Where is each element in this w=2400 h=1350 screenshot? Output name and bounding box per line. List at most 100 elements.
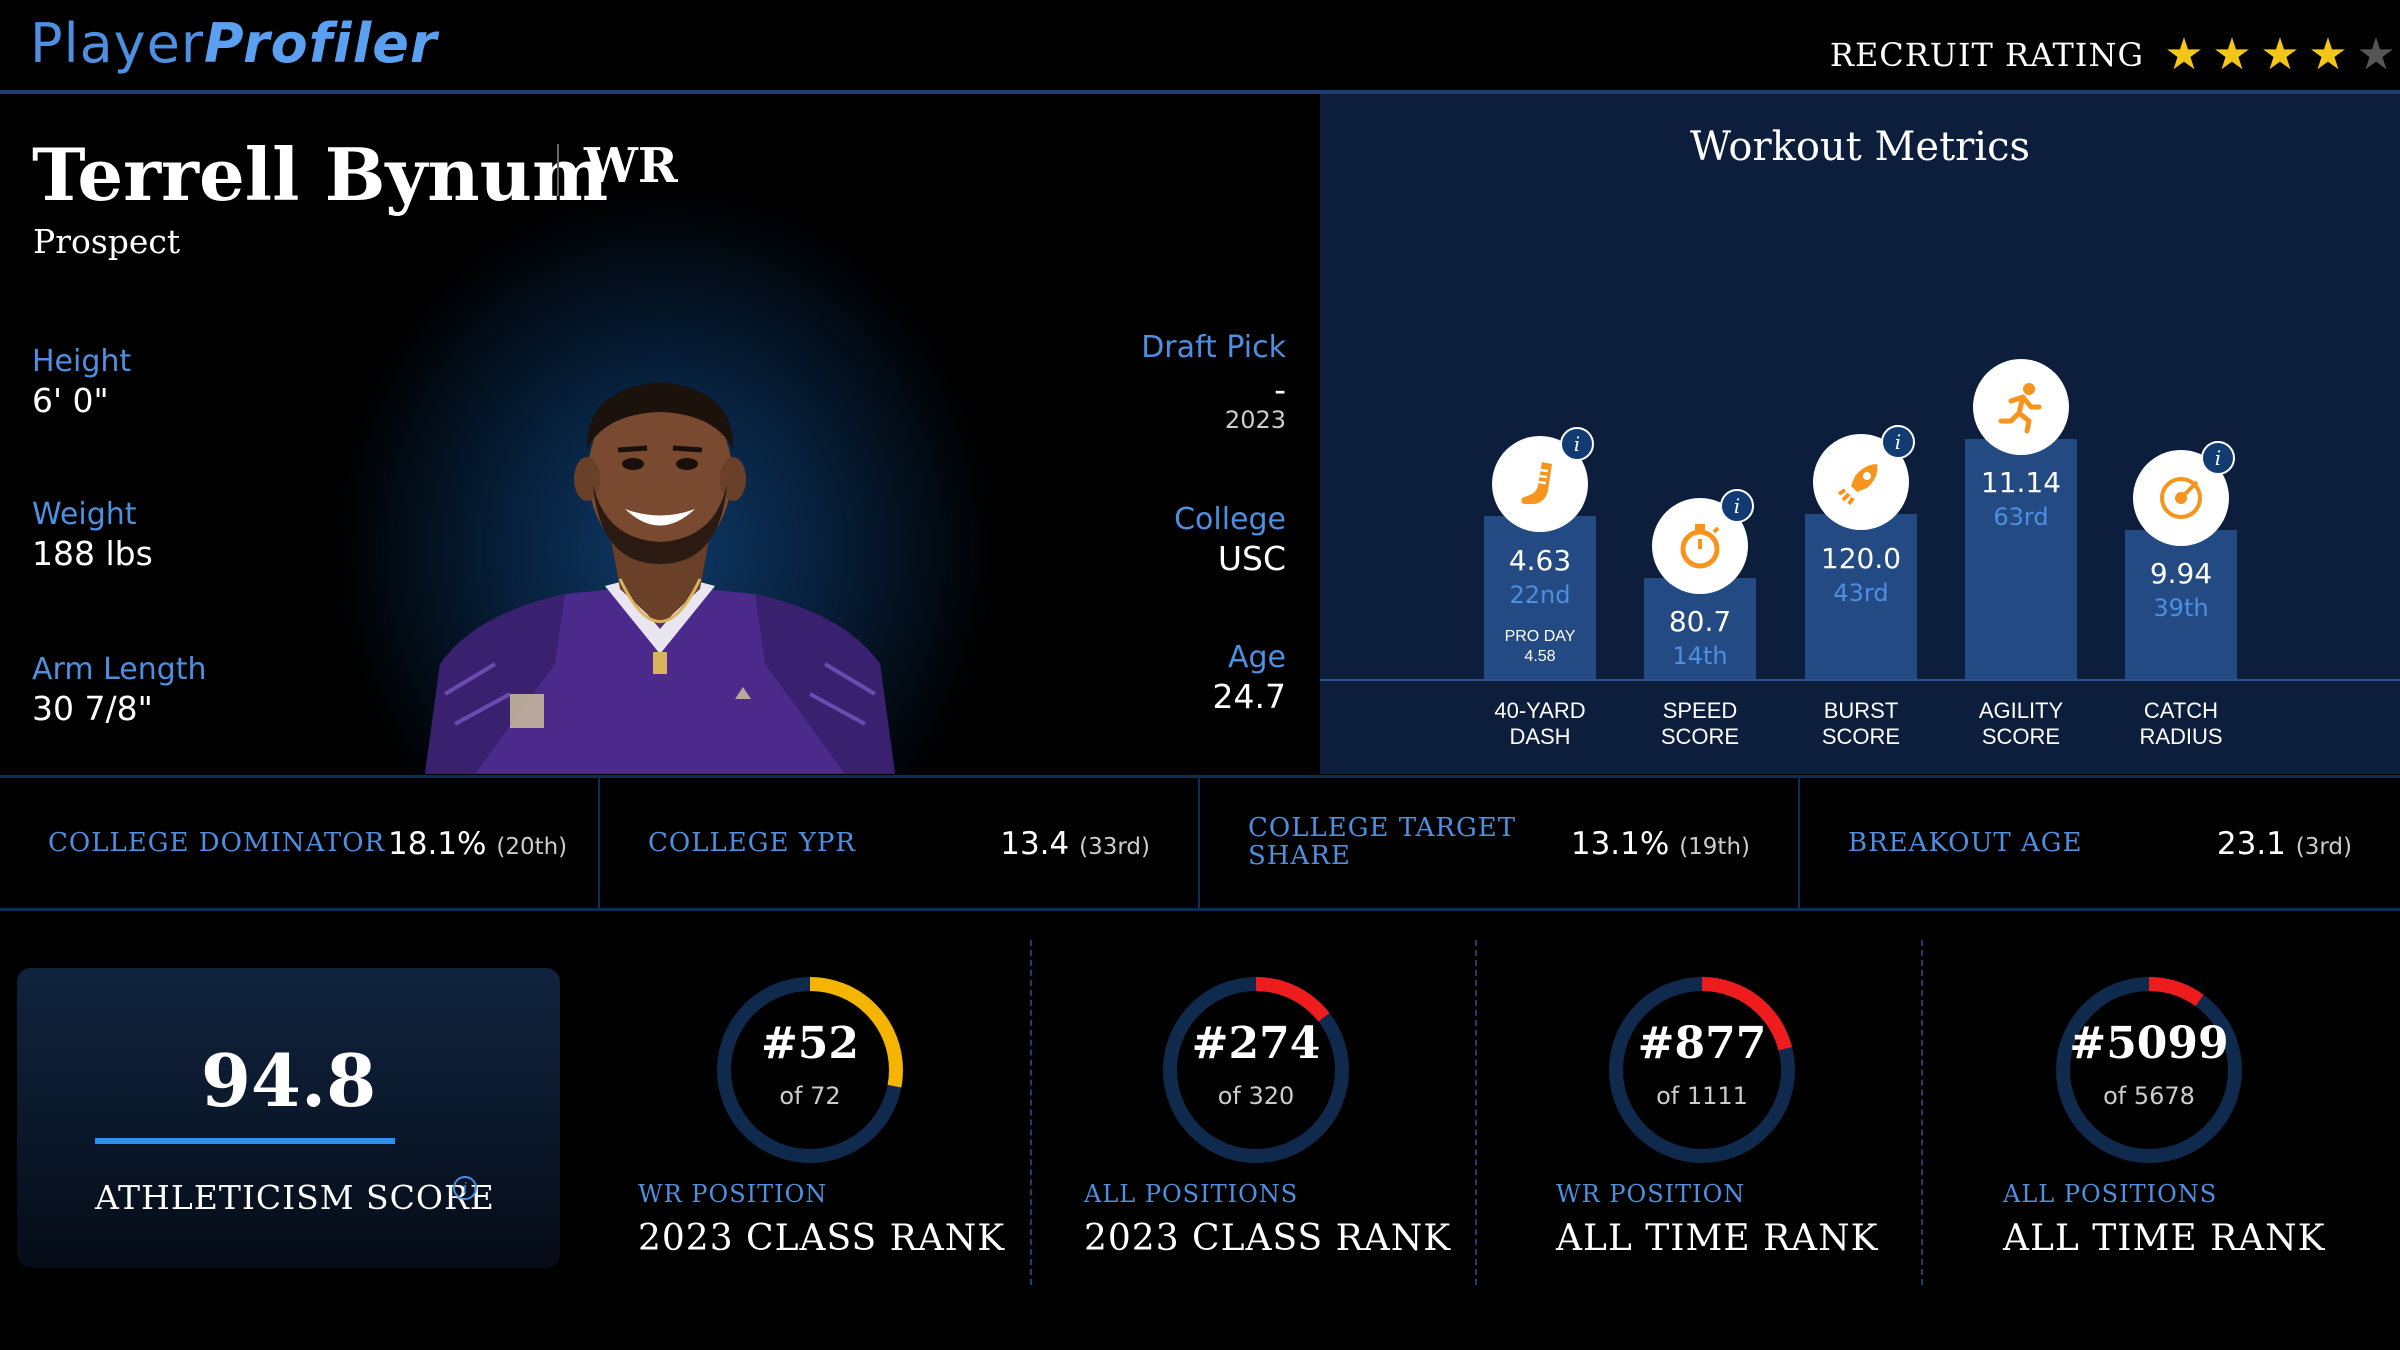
logo-text-player: Player [30, 12, 205, 75]
stat-label-line: SHARE [1248, 841, 1351, 871]
rank-ring-progress [717, 977, 903, 1163]
stat-value: 23.1 (3rd) [2217, 826, 2352, 862]
info-icon[interactable]: i [2201, 441, 2235, 475]
star-empty-icon: ★ [2356, 29, 2396, 80]
rank-title: ALL TIME RANK [2003, 1218, 2326, 1259]
athleticism-score-underline [95, 1138, 395, 1144]
metric-name: BURST [1823, 698, 1899, 723]
rank-wr-class: #52 of 72 WR POSITION 2023 CLASS RANK [638, 940, 1090, 1270]
rank-ring [2056, 977, 2242, 1163]
metric-value: 80.7 [1668, 605, 1732, 638]
stat-number: 13.1% [1570, 826, 1670, 862]
age-value: 24.7 [1212, 677, 1286, 716]
stat-rank: (19th) [1679, 834, 1750, 860]
metric-percentile: 43rd [1833, 579, 1889, 607]
stat-rank: (33rd) [1079, 834, 1150, 860]
rank-of-total: of 1111 [1656, 1082, 1748, 1110]
info-icon[interactable]: i [1720, 489, 1754, 523]
rank-title: 2023 CLASS RANK [1084, 1218, 1452, 1259]
player-name: Terrell Bynum [32, 132, 609, 217]
stat-rank: (20th) [496, 834, 568, 860]
pro-day-value: 4.58 [1524, 648, 1556, 665]
player-profile-panel: Terrell Bynum WR Prospect Height 6' 0" W… [0, 94, 1318, 774]
pro-day-label: PRO DAY [1504, 628, 1576, 645]
metric-value: 11.14 [1980, 466, 2062, 499]
player-photo [425, 382, 895, 774]
rank-wr-all-time: #877 of 1111 WR POSITION ALL TIME RANK [1556, 940, 1982, 1270]
recruit-rating: RECRUIT RATING ★ ★ ★ ★ ★ [1830, 30, 2400, 80]
rank-subtitle: ALL POSITIONS [2003, 1180, 2218, 1208]
logo-text-profiler: Profiler [204, 12, 438, 75]
stopwatch-icon [1680, 524, 1720, 569]
stat-label-line: COLLEGE TARGET [1248, 813, 1517, 843]
rank-all-class: #274 of 320 ALL POSITIONS 2023 CLASS RAN… [1084, 940, 1536, 1270]
rank-of-total: of 72 [779, 1082, 841, 1110]
info-icon[interactable]: i [453, 1176, 477, 1200]
metric-value: 120.0 [1820, 542, 1902, 575]
shoe-icon [1521, 462, 1552, 504]
height-label: Height [32, 344, 132, 379]
metric-bar-speed-score [1644, 578, 1756, 679]
draft-year: 2023 [1224, 406, 1286, 434]
college-stats-strip: COLLEGE DOMINATOR 18.1% (20th) COLLEGE Y… [0, 775, 2400, 911]
star-filled-icon: ★ [2164, 29, 2204, 80]
rank-number: #877 [1637, 1018, 1767, 1069]
rank-title: 2023 CLASS RANK [638, 1218, 1006, 1259]
metric-bar-burst-score [1805, 514, 1917, 679]
rank-ring-progress [2056, 977, 2242, 1163]
metric-name: SCORE [1981, 724, 2061, 749]
player-position: WR [584, 138, 678, 194]
rank-subtitle: WR POSITION [1556, 1180, 1746, 1208]
metric-percentile: 14th [1672, 642, 1728, 670]
workout-metrics-panel: Workout Metrics i 4.63 22nd PRO DAY 4.58… [1320, 94, 2400, 774]
stat-divider [1198, 778, 1200, 908]
weight-value: 188 lbs [32, 534, 153, 573]
rank-divider [1921, 940, 1923, 1285]
star-filled-icon: ★ [2212, 29, 2252, 80]
college-label: College [1174, 502, 1286, 537]
metric-bar-40-yard-dash [1484, 516, 1596, 679]
metric-value: 4.63 [1508, 544, 1572, 577]
stat-number: 13.4 [1000, 826, 1070, 862]
stat-number: 23.1 [2216, 826, 2286, 862]
info-icon[interactable]: i [1560, 427, 1594, 461]
metric-name: SCORE [1821, 724, 1901, 749]
metric-name: RADIUS [2139, 724, 2223, 749]
athleticism-score-label: ATHLETICISM SCORE [95, 1178, 495, 1217]
rocket-icon [1837, 464, 1878, 506]
star-filled-icon: ★ [2308, 29, 2348, 80]
runner-icon [1998, 383, 2042, 434]
metric-bar-agility-score [1965, 439, 2077, 679]
metric-icon-circle[interactable] [1973, 359, 2069, 455]
rank-ring [1163, 977, 1349, 1163]
stat-breakout-age: BREAKOUT AGE 23.1 (3rd) [1800, 778, 2400, 908]
weight-label: Weight [32, 497, 137, 532]
metric-name: AGILITY [1978, 698, 2064, 723]
rank-of-total: of 5678 [2103, 1082, 2195, 1110]
rank-ring-progress [1163, 977, 1349, 1163]
rank-ring [717, 977, 903, 1163]
rank-number: #274 [1191, 1018, 1321, 1069]
draft-pick-value: - [1274, 370, 1286, 409]
star-filled-icon: ★ [2260, 29, 2300, 80]
stat-college-dominator: COLLEGE DOMINATOR 18.1% (20th) [0, 778, 598, 908]
rank-ring-progress [1609, 977, 1795, 1163]
stat-number: 18.1% [388, 826, 487, 862]
rank-subtitle: WR POSITION [638, 1180, 828, 1208]
player-status: Prospect [33, 222, 181, 261]
rank-subtitle: ALL POSITIONS [1084, 1180, 1299, 1208]
metric-percentile: 39th [2153, 594, 2209, 622]
metric-name: CATCH [2143, 698, 2219, 723]
workout-title: Workout Metrics [1689, 124, 2031, 170]
athleticism-score-card: 94.8 ATHLETICISM SCORE i [17, 968, 560, 1268]
arm-length-value: 30 7/8" [32, 689, 153, 728]
metric-percentile: 22nd [1509, 581, 1571, 609]
site-logo[interactable]: PlayerProfiler [30, 12, 437, 75]
info-icon[interactable]: i [1881, 425, 1915, 459]
stat-label: COLLEGE DOMINATOR [48, 828, 386, 858]
height-value: 6' 0" [32, 381, 109, 420]
stat-divider [1798, 778, 1800, 908]
rank-all-all-time: #5099 of 5678 ALL POSITIONS ALL TIME RAN… [2003, 940, 2400, 1270]
workout-baseline [1320, 679, 2400, 681]
stat-value: 13.1% (19th) [1571, 826, 1750, 862]
